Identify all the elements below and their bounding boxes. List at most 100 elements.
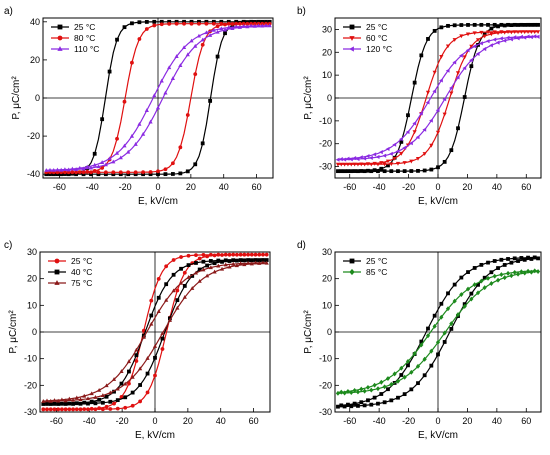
chart-panel-d: d) -60 -40 -20 0 20 40 60 -30 -20 -10 0 10 20 30 E, kV/… (297, 240, 542, 441)
data-point (186, 253, 191, 258)
data-point (155, 105, 161, 110)
data-point (59, 172, 64, 177)
data-point (163, 172, 168, 177)
data-point (465, 32, 471, 37)
data-point (246, 252, 250, 257)
data-point (532, 34, 537, 39)
data-point (346, 402, 350, 407)
data-point (499, 272, 504, 278)
y-tick-label: 30 (322, 24, 332, 34)
data-point (369, 162, 374, 167)
data-point (189, 21, 194, 26)
data-point (189, 38, 194, 43)
data-point (482, 285, 487, 291)
data-point (167, 19, 172, 24)
data-point (356, 169, 360, 174)
data-point (219, 19, 224, 24)
data-point (73, 167, 79, 171)
data-point (205, 263, 210, 268)
data-point (44, 172, 49, 177)
series-2 (41, 260, 269, 403)
data-point (532, 30, 537, 34)
data-point (449, 148, 454, 153)
legend-label: 75 °C (71, 278, 92, 288)
data-point (211, 27, 216, 32)
data-point (352, 156, 357, 161)
y-tick-label: 0 (32, 327, 37, 337)
data-point (71, 401, 75, 406)
data-point (249, 258, 254, 263)
data-point (208, 252, 213, 257)
data-point (118, 155, 123, 160)
data-point (63, 398, 68, 403)
data-point (234, 24, 239, 29)
data-point (432, 323, 437, 329)
data-point (412, 80, 417, 85)
y-tick-label: -30 (319, 407, 332, 417)
data-point (426, 37, 430, 41)
x-tick-label: -60 (343, 182, 356, 192)
data-point (522, 35, 527, 40)
data-point (97, 387, 102, 392)
data-point (509, 23, 514, 28)
data-point (529, 269, 534, 275)
data-point (435, 130, 441, 135)
data-point (432, 89, 437, 94)
data-point (226, 19, 231, 24)
data-point (144, 20, 149, 24)
data-point (499, 22, 504, 27)
data-point (104, 394, 109, 399)
data-point (399, 373, 404, 377)
data-point (359, 400, 364, 405)
data-point (212, 269, 217, 274)
data-point (215, 24, 220, 29)
data-point (439, 55, 444, 59)
data-point (369, 155, 373, 160)
data-point (137, 37, 142, 41)
data-point (512, 35, 517, 40)
data-point (223, 262, 228, 267)
data-point (519, 22, 524, 27)
data-point (345, 388, 351, 394)
legend-marker (349, 258, 355, 264)
data-point (455, 71, 461, 76)
data-point (145, 390, 150, 395)
data-point (52, 401, 57, 406)
data-point (376, 169, 380, 174)
data-point (516, 23, 520, 27)
data-point (234, 263, 240, 268)
legend-marker (57, 46, 63, 51)
data-point (60, 407, 64, 412)
data-point (167, 318, 172, 322)
y-axis-label: P, μC/cm² (8, 310, 19, 354)
data-point (205, 254, 210, 259)
data-point (104, 383, 109, 388)
data-point (115, 398, 120, 403)
legend-label: 85 °C (366, 267, 387, 277)
data-point (459, 275, 464, 280)
data-point (499, 30, 504, 35)
data-point (175, 305, 180, 310)
data-point (138, 366, 143, 371)
data-point (44, 168, 49, 172)
data-point (126, 359, 132, 364)
data-point (425, 333, 431, 339)
data-point (100, 393, 105, 397)
data-point (179, 266, 183, 271)
data-point (159, 78, 164, 83)
data-point (115, 136, 119, 141)
y-axis-label: P, μC/cm² (303, 310, 314, 354)
data-point (352, 162, 357, 167)
legend-marker (349, 24, 355, 30)
data-point (422, 168, 427, 173)
data-point (96, 164, 101, 169)
x-tick-label: 60 (521, 416, 531, 426)
data-point (126, 170, 131, 175)
data-point (189, 19, 194, 24)
data-point (67, 407, 72, 412)
data-point (469, 58, 473, 63)
y-tick-label: -30 (24, 407, 37, 417)
data-point (103, 162, 108, 167)
data-point (336, 169, 340, 174)
y-tick-label: 20 (30, 55, 40, 65)
